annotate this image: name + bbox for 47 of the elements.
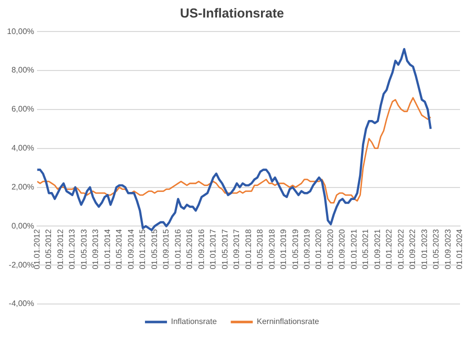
y-tick-label: 6,00%: [11, 104, 34, 114]
x-tick-label: 01.05.2018: [256, 228, 265, 270]
x-tick-label: 01.05.2013: [79, 228, 88, 270]
x-tick-label: 01.09.2021: [372, 228, 382, 270]
x-tick-label: 01.09.2023: [443, 228, 452, 270]
x-tick-label: 01.01.2019: [279, 228, 288, 270]
x-tick-label: 01.05.2017: [220, 228, 230, 270]
x-tick-label: 01.01.2020: [314, 228, 324, 270]
x-tick-label: 01.09.2012: [56, 228, 65, 270]
x-tick-label: 01.01.2021: [349, 228, 358, 270]
x-tick-label: 01.09.2016: [196, 228, 206, 270]
legend-label: Kerninflationsrate: [256, 317, 320, 326]
x-tick-label: 01.05.2021: [361, 228, 370, 270]
x-tick-label: 01.09.2019: [302, 228, 312, 270]
x-tick-label: 01.05.2012: [44, 228, 54, 270]
x-tick-label: 01.01.2014: [102, 228, 112, 270]
x-tick-label: 01.05.2019: [290, 228, 300, 270]
chart-title: US-Inflationsrate: [180, 5, 284, 20]
x-tick-label: 01.05.2023: [432, 228, 441, 270]
y-tick-label: 8,00%: [11, 66, 34, 75]
y-tick-label: -2,00%: [8, 260, 34, 270]
x-tick-label: 01.05.2022: [396, 228, 406, 270]
y-tick-label: 10,00%: [6, 26, 34, 36]
x-tick-label: 01.01.2016: [173, 228, 182, 270]
x-tick-label: 01.01.2018: [244, 228, 253, 270]
x-tick-label: 01.09.2015: [162, 228, 171, 270]
x-tick-label: 01.05.2015: [150, 228, 159, 270]
x-tick-label: 01.09.2014: [126, 228, 136, 270]
x-tick-label: 01.09.2017: [232, 228, 242, 270]
x-tick-label: 01.05.2016: [185, 228, 194, 270]
x-tick-label: 01.01.2013: [68, 228, 77, 270]
x-tick-label: 01.01.2023: [420, 228, 429, 270]
x-tick-label: 01.09.2018: [267, 228, 276, 270]
legend-label: Inflationsrate: [170, 317, 218, 326]
y-tick-label: 2,00%: [11, 182, 34, 192]
x-tick-label: 01.09.2020: [338, 228, 347, 270]
x-tick-label: 01.01.2024: [455, 228, 464, 270]
x-tick-label: 01.01.2017: [208, 228, 218, 270]
y-tick-label: -4,00%: [8, 299, 34, 308]
y-tick-label: 4,00%: [11, 144, 34, 153]
x-tick-label: 01.09.2022: [408, 228, 418, 270]
x-tick-label: 01.09.2013: [91, 228, 100, 270]
x-tick-label: 01.05.2014: [114, 228, 124, 270]
x-tick-label: 01.01.2015: [138, 228, 148, 270]
x-tick-label: 01.01.2022: [384, 228, 394, 270]
y-tick-label: 0,00%: [11, 221, 34, 230]
x-tick-label: 01.05.2020: [326, 228, 335, 270]
